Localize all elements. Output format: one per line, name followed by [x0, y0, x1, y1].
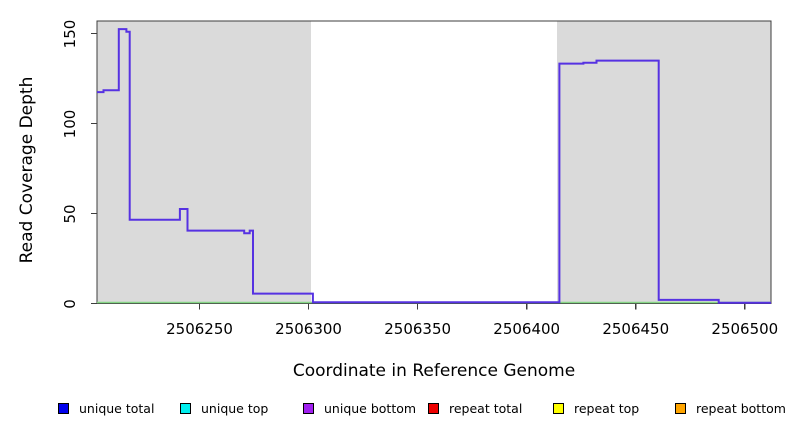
- y-tick-label: 50: [61, 203, 79, 224]
- legend-item-unique-top: unique top: [180, 399, 268, 417]
- shaded-band: [97, 21, 311, 304]
- plot-border: [96, 20, 772, 305]
- legend-item-repeat-top: repeat top: [553, 399, 639, 417]
- x-tick-label: 2506350: [384, 320, 452, 338]
- shaded-band: [557, 21, 771, 304]
- legend-swatch-icon: [180, 402, 191, 414]
- legend-item-unique-total: unique total: [58, 399, 154, 417]
- x-tick-label: 2506400: [493, 320, 561, 338]
- y-tick-label: 0: [61, 298, 79, 309]
- x-tick-label: 2506450: [602, 320, 670, 338]
- y-tick-label: 100: [61, 109, 79, 138]
- legend-item-unique-bottom: unique bottom: [303, 399, 416, 417]
- x-tick-label: 2506300: [275, 320, 342, 338]
- x-tick-label: 2506250: [166, 320, 233, 338]
- legend-item-repeat-bottom: repeat bottom: [675, 399, 786, 417]
- legend-item-repeat-total: repeat total: [428, 399, 522, 417]
- legend-label: repeat bottom: [696, 400, 786, 416]
- legend-swatch-icon: [675, 402, 686, 414]
- legend-swatch-icon: [553, 402, 564, 414]
- series-unique-coverage-depth: [97, 28, 771, 304]
- y-tick-label: 150: [61, 19, 79, 48]
- legend-label: unique top: [201, 400, 269, 416]
- y-axis-title: Read Coverage Depth: [17, 76, 37, 264]
- legend-swatch-icon: [303, 402, 314, 414]
- legend-label: repeat total: [449, 400, 523, 416]
- x-tick-label: 2506500: [711, 320, 779, 338]
- x-axis-title: Coordinate in Reference Genome: [292, 361, 576, 381]
- legend-label: unique total: [79, 400, 155, 416]
- legend-label: unique bottom: [324, 400, 417, 416]
- legend-swatch-icon: [58, 402, 69, 414]
- legend-swatch-icon: [428, 402, 439, 414]
- legend-label: repeat top: [574, 400, 640, 416]
